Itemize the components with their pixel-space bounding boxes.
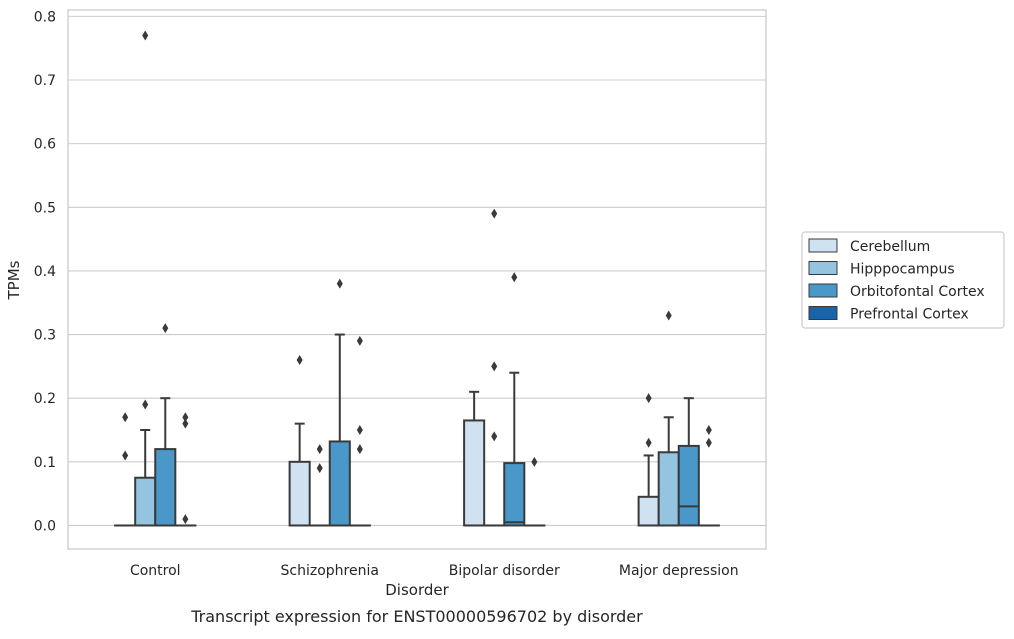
outlier-point bbox=[337, 279, 343, 289]
box bbox=[135, 478, 155, 526]
legend-entry: Cerebellum bbox=[850, 239, 930, 255]
y-tick-label: 0.7 bbox=[34, 73, 56, 89]
y-tick-label: 0.2 bbox=[34, 391, 56, 407]
legend-swatch bbox=[809, 239, 837, 252]
y-tick-label: 0.0 bbox=[34, 518, 56, 534]
y-tick-label: 0.1 bbox=[34, 455, 56, 471]
box bbox=[659, 452, 679, 525]
outlier-point bbox=[182, 514, 188, 524]
y-axis-label: TPMs bbox=[5, 260, 23, 300]
legend-swatch bbox=[809, 262, 837, 275]
box bbox=[464, 420, 484, 525]
outlier-point bbox=[646, 438, 652, 448]
x-axis-label: Disorder bbox=[385, 581, 449, 599]
legend-entry: Hipppocampus bbox=[850, 262, 955, 278]
x-tick-label: Schizophrenia bbox=[281, 563, 379, 579]
outlier-point bbox=[317, 463, 323, 473]
box-marks bbox=[115, 30, 719, 525]
outlier-point bbox=[142, 400, 148, 410]
legend-swatch bbox=[809, 307, 837, 320]
y-tick-label: 0.4 bbox=[34, 264, 56, 280]
outlier-point bbox=[646, 393, 652, 403]
outlier-point bbox=[142, 30, 148, 40]
legend-entry: Prefrontal Cortex bbox=[850, 307, 969, 323]
outlier-point bbox=[531, 457, 537, 467]
outlier-point bbox=[666, 310, 672, 320]
box bbox=[504, 463, 524, 525]
outlier-point bbox=[357, 444, 363, 454]
y-tick-label: 0.5 bbox=[34, 200, 56, 216]
box bbox=[330, 441, 350, 525]
legend: Cerebellum Hipppocampus Orbitofontal Corte… bbox=[802, 232, 1004, 328]
legend-entry: Orbitofontal Cortex bbox=[850, 284, 985, 300]
outlier-point bbox=[357, 425, 363, 435]
x-tick-label: Major depression bbox=[619, 563, 739, 579]
y-tick-label: 0.3 bbox=[34, 328, 56, 344]
outlier-point bbox=[182, 412, 188, 422]
outlier-point bbox=[491, 431, 497, 441]
x-tick-label: Control bbox=[130, 563, 181, 579]
outlier-point bbox=[706, 425, 712, 435]
outlier-point bbox=[706, 438, 712, 448]
box bbox=[639, 497, 659, 526]
outlier-point bbox=[511, 272, 517, 282]
y-tick-label: 0.8 bbox=[34, 9, 56, 25]
outlier-point bbox=[162, 323, 168, 333]
box bbox=[155, 449, 175, 525]
legend-swatch bbox=[809, 284, 837, 297]
x-tick-label: Bipolar disorder bbox=[449, 563, 560, 579]
outlier-point bbox=[491, 361, 497, 371]
figure-caption: Transcript expression for ENST0000059670… bbox=[190, 607, 643, 626]
outlier-point bbox=[491, 209, 497, 219]
box bbox=[290, 462, 310, 526]
outlier-point bbox=[122, 450, 128, 460]
box bbox=[679, 446, 699, 526]
outlier-point bbox=[122, 412, 128, 422]
y-tick-label: 0.6 bbox=[34, 137, 56, 153]
outlier-point bbox=[297, 355, 303, 365]
outlier-point bbox=[317, 444, 323, 454]
outlier-point bbox=[357, 336, 363, 346]
